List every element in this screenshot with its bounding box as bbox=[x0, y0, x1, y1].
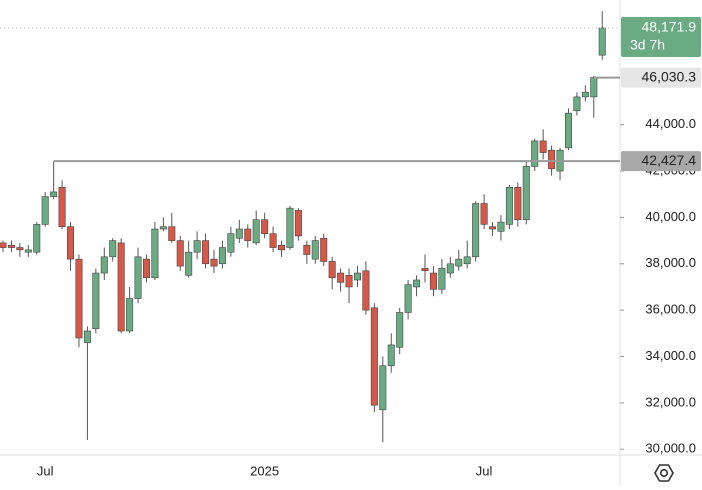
y-tick-label: 38,000.0 bbox=[645, 255, 696, 270]
candle-body bbox=[83, 330, 91, 343]
candle-body bbox=[522, 166, 530, 221]
candle-body bbox=[7, 244, 15, 248]
candle-body bbox=[24, 249, 32, 253]
candle-body bbox=[202, 240, 210, 265]
candle-body bbox=[337, 272, 345, 283]
candle-body bbox=[455, 258, 463, 267]
candle-body bbox=[142, 258, 150, 278]
candle-body bbox=[581, 91, 589, 98]
candle-body bbox=[446, 263, 454, 274]
candle-body bbox=[505, 186, 513, 225]
candle-body bbox=[514, 186, 522, 221]
candle-body bbox=[564, 112, 572, 149]
candle-body bbox=[429, 272, 437, 290]
candle-body bbox=[328, 261, 336, 278]
candle-body bbox=[176, 240, 184, 267]
candle-body bbox=[269, 233, 277, 248]
candle-body bbox=[396, 312, 404, 348]
candle-body bbox=[598, 27, 606, 56]
y-tick-label: 30,000.0 bbox=[645, 441, 696, 456]
x-tick-label: 2025 bbox=[250, 463, 279, 478]
x-tick-label: Jul bbox=[476, 463, 493, 478]
candle-body bbox=[210, 258, 218, 267]
candle-body bbox=[134, 256, 142, 299]
candle-body bbox=[41, 196, 49, 225]
x-tick-label: Jul bbox=[37, 463, 54, 478]
price-label: 48,171.9 bbox=[642, 19, 697, 35]
candle-body bbox=[278, 244, 286, 251]
settings-icon[interactable] bbox=[654, 464, 674, 482]
candle-body bbox=[421, 268, 429, 272]
candle-body bbox=[387, 344, 395, 367]
price-label-box bbox=[621, 151, 701, 172]
candle-body bbox=[16, 247, 24, 251]
y-tick-label: 32,000.0 bbox=[645, 394, 696, 409]
candle-body bbox=[404, 284, 412, 313]
candle-body bbox=[286, 207, 294, 248]
candle-body bbox=[58, 186, 66, 227]
candle-body bbox=[168, 226, 176, 241]
candle-body bbox=[227, 233, 235, 253]
y-tick-label: 34,000.0 bbox=[645, 348, 696, 363]
candle-body bbox=[151, 228, 159, 278]
candle-body bbox=[109, 240, 117, 258]
candle-body bbox=[159, 226, 167, 230]
price-label: 46,030.3 bbox=[642, 68, 697, 84]
candle-body bbox=[370, 307, 378, 406]
candle-body bbox=[311, 240, 319, 260]
candle-body bbox=[548, 149, 556, 170]
candle-body bbox=[472, 203, 480, 258]
candle-body bbox=[320, 237, 328, 262]
candle-body bbox=[100, 256, 108, 274]
candle-body bbox=[379, 365, 387, 411]
y-tick-label: 40,000.0 bbox=[645, 209, 696, 224]
candle-body bbox=[480, 203, 488, 225]
candle-body bbox=[0, 242, 7, 248]
y-tick-label: 44,000.0 bbox=[645, 116, 696, 131]
candle-body bbox=[590, 77, 598, 98]
candle-body bbox=[463, 256, 471, 265]
y-axis: 30,000.0 32,000.0 34,000.0 36,000.0 38,000.0… bbox=[620, 116, 696, 456]
candle-body bbox=[50, 191, 58, 197]
candle-body bbox=[539, 140, 547, 153]
candle-body bbox=[218, 247, 226, 265]
candle-body bbox=[33, 224, 41, 253]
candle-body bbox=[489, 226, 497, 230]
candle-body bbox=[438, 268, 446, 290]
candle-body bbox=[75, 258, 83, 339]
candle-body bbox=[345, 275, 353, 288]
candle-body bbox=[362, 270, 370, 311]
candle-body bbox=[252, 219, 260, 244]
candle-body bbox=[67, 226, 75, 260]
candle-body bbox=[235, 228, 243, 239]
candle-body bbox=[92, 272, 100, 329]
candle-body bbox=[193, 240, 201, 253]
candle-body bbox=[497, 221, 505, 232]
y-tick-label: 36,000.0 bbox=[645, 302, 696, 317]
candle-body bbox=[413, 279, 421, 288]
candle-body bbox=[353, 272, 361, 281]
candle-body bbox=[244, 228, 252, 241]
price-label-box bbox=[621, 67, 701, 88]
candle-body bbox=[294, 210, 302, 237]
candle-body bbox=[185, 251, 193, 276]
candle-body bbox=[261, 219, 269, 234]
price-sublabel: 3d 7h bbox=[630, 37, 665, 53]
price-label-box bbox=[621, 17, 701, 58]
candle-body bbox=[117, 242, 125, 332]
candle-body bbox=[126, 298, 134, 332]
candle-body bbox=[531, 140, 539, 167]
candles bbox=[0, 11, 606, 443]
candle-body bbox=[303, 244, 311, 255]
candle-body bbox=[573, 96, 581, 112]
price-label: 42,427.4 bbox=[642, 152, 697, 168]
